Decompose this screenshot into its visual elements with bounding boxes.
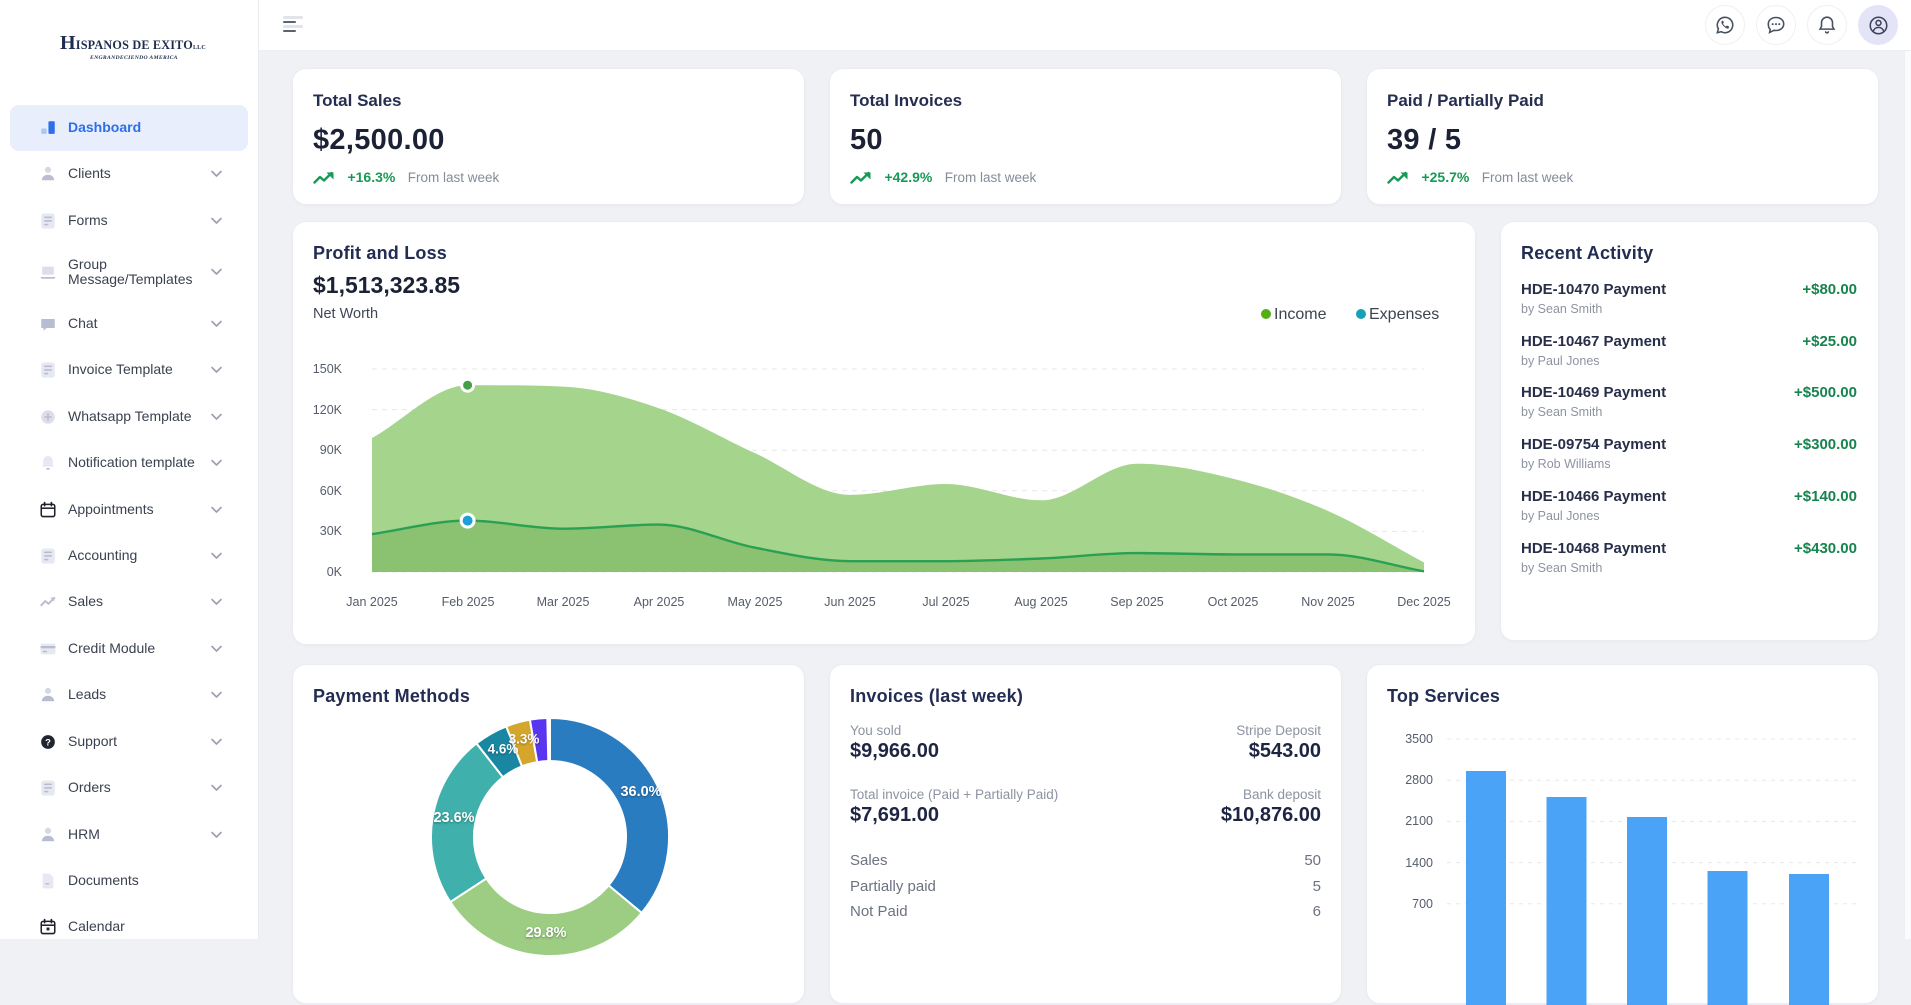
svg-text:?: ? [45,737,51,748]
